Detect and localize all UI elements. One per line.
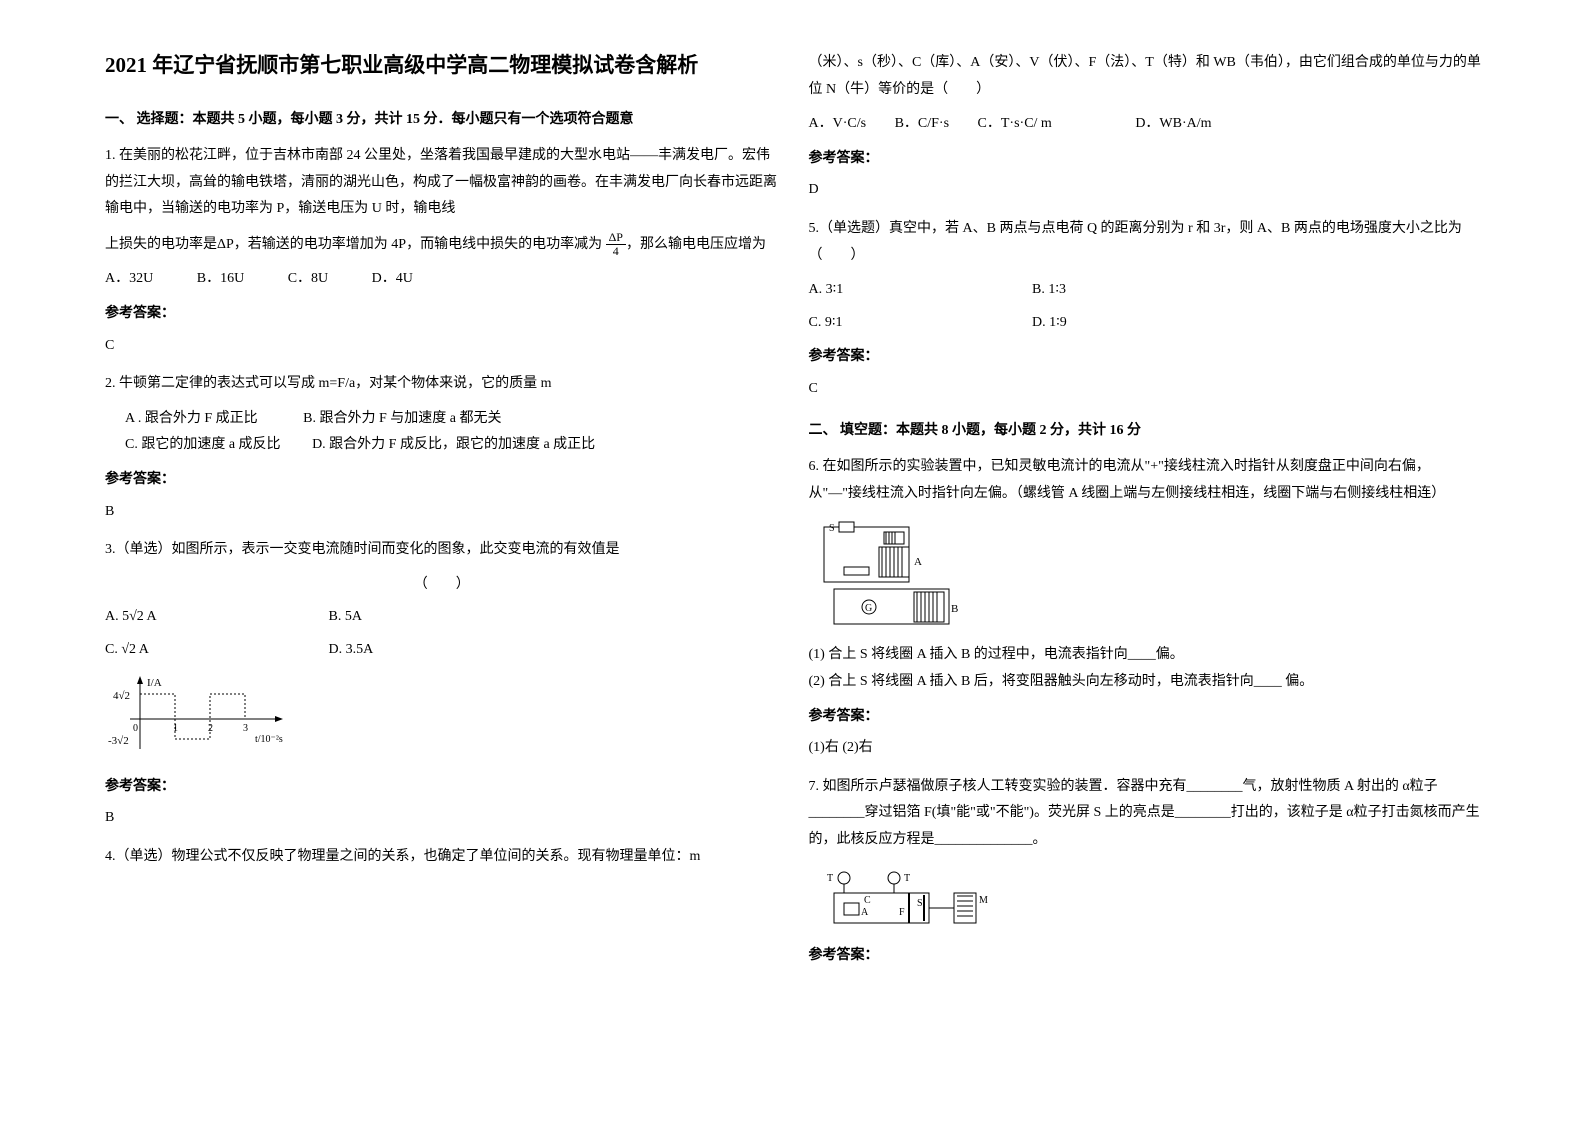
q6-sub2: (2) 合上 S 将线圈 A 插入 B 后，将变阻器触头向左移动时，电流表指针向…	[809, 669, 1483, 696]
q1-answer-label: 参考答案：	[105, 301, 779, 328]
q3-answer-label: 参考答案：	[105, 774, 779, 801]
q2-answer-label: 参考答案：	[105, 467, 779, 494]
q6-a-label: A	[914, 556, 922, 568]
q3-opts-cd: C. √2 A D. 3.5A	[105, 637, 779, 664]
q7-c-label: C	[864, 895, 871, 906]
q1-text2-pre: 上损失的电功率是	[105, 237, 217, 252]
q6-diagram-svg: S A G B	[809, 517, 989, 632]
q3-answer: B	[105, 805, 779, 832]
left-column: 2021 年辽宁省抚顺市第七职业高级中学高二物理模拟试卷含解析 一、 选择题：本…	[90, 50, 794, 1072]
q1-opt-a: A．32U	[105, 266, 153, 293]
q4-options: A．V·C/s B．C/F·s C．T·s·C/ m D．WB·A/m	[809, 111, 1483, 138]
q3-x2: 2	[208, 723, 213, 734]
question-4-cont: （米）、s（秒）、C（库）、A（安）、V（伏）、F（法）、T（特）和 WB（韦伯…	[809, 50, 1483, 103]
q4-opt-b: B．C/F·s	[895, 111, 949, 138]
q6-s-label: S	[829, 523, 835, 534]
q2-opt-c: C. 跟它的加速度 a 成反比	[125, 437, 281, 452]
q2-opt-a: A . 跟合外力 F 成正比	[125, 411, 258, 426]
q7-t2-label: T	[904, 873, 910, 884]
q3-graph: I/A 4√2 -3√2 0 1 2 3 t/10⁻²s	[105, 674, 779, 764]
q6-diagram: S A G B	[809, 517, 1483, 632]
section1-header: 一、 选择题：本题共 5 小题，每小题 3 分，共计 15 分．每小题只有一个选…	[105, 107, 779, 134]
q6-sub1: (1) 合上 S 将线圈 A 插入 B 的过程中，电流表指针向____偏。	[809, 642, 1483, 669]
q7-s-label: S	[917, 898, 923, 909]
q3-opt-a: A. 5√2 A	[105, 604, 285, 631]
q7-diagram: A F T T C S M	[809, 863, 1483, 933]
q2-opts-ab: A . 跟合外力 F 成正比 B. 跟合外力 F 与加速度 a 都无关	[105, 406, 779, 433]
document-title: 2021 年辽宁省抚顺市第七职业高级中学高二物理模拟试卷含解析	[105, 50, 779, 82]
q1-text2-mid: ，若输送的电功率增加为 4P，而输电线中损失的电功率减为	[234, 237, 606, 252]
q1-frac-den: 4	[606, 245, 626, 258]
section2-header: 二、 填空题：本题共 8 小题，每小题 2 分，共计 16 分	[809, 418, 1483, 445]
q1-frac-num: ΔP	[606, 231, 626, 245]
q5-answer: C	[809, 376, 1483, 403]
q4-opt-c: C．T·s·C/ m	[978, 111, 1052, 138]
q5-opts-cd: C. 9∶1 D. 1∶9	[809, 310, 1483, 337]
question-4: 4.（单选）物理公式不仅反映了物理量之间的关系，也确定了单位间的关系。现有物理量…	[105, 844, 779, 871]
q2-answer: B	[105, 499, 779, 526]
q3-xaxis-label: t/10⁻²s	[255, 734, 283, 745]
q3-opts-ab: A. 5√2 A B. 5A	[105, 604, 779, 631]
q5-opt-d: D. 1∶9	[1032, 310, 1067, 337]
q4-opt-d: D．WB·A/m	[1135, 111, 1211, 138]
q3-origin: 0	[133, 723, 138, 734]
q6-g-label: G	[865, 603, 872, 614]
question-6: 6. 在如图所示的实验装置中，已知灵敏电流计的电流从"+"接线柱流入时指针从刻度…	[809, 454, 1483, 507]
q5-answer-label: 参考答案：	[809, 344, 1483, 371]
q2-opts-cd: C. 跟它的加速度 a 成反比 D. 跟合外力 F 成反比，跟它的加速度 a 成…	[105, 432, 779, 459]
q3-yaxis-label: I/A	[147, 677, 162, 689]
q1-answer: C	[105, 333, 779, 360]
q1-opt-d: D．4U	[372, 266, 413, 293]
q1-text: 1. 在美丽的松花江畔，位于吉林市南部 24 公里处，坐落着我国最早建成的大型水…	[105, 148, 777, 216]
right-column: （米）、s（秒）、C（库）、A（安）、V（伏）、F（法）、T（特）和 WB（韦伯…	[794, 50, 1498, 1072]
q5-opts-ab: A. 3∶1 B. 1∶3	[809, 277, 1483, 304]
q6-answer-label: 参考答案：	[809, 704, 1483, 731]
q7-t1-label: T	[827, 873, 833, 884]
question-5: 5.（单选题）真空中，若 A、B 两点与点电荷 Q 的距离分别为 r 和 3r，…	[809, 216, 1483, 269]
q5-opt-b: B. 1∶3	[1032, 277, 1066, 304]
q7-diagram-svg: A F T T C S M	[809, 863, 1009, 933]
q1-text2-post: ，那么输电电压应增为	[626, 237, 766, 252]
q1-options: A．32U B．16U C．8U D．4U	[105, 266, 779, 293]
q3-x3: 3	[243, 723, 248, 734]
q1-fraction: ΔP 4	[606, 231, 626, 258]
q3-x1: 1	[173, 723, 178, 734]
question-1: 1. 在美丽的松花江畔，位于吉林市南部 24 公里处，坐落着我国最早建成的大型水…	[105, 143, 779, 223]
q7-a-label: A	[861, 907, 869, 918]
q4-opt-a: A．V·C/s	[809, 111, 867, 138]
question-1-line2: 上损失的电功率是ΔP，若输送的电功率增加为 4P，而输电线中损失的电功率减为 Δ…	[105, 231, 779, 259]
question-2: 2. 牛顿第二定律的表达式可以写成 m=F/a，对某个物体来说，它的质量 m	[105, 371, 779, 398]
q3-opt-d: D. 3.5A	[329, 637, 374, 664]
q3-opt-c: C. √2 A	[105, 637, 285, 664]
q1-opt-c: C．8U	[288, 266, 328, 293]
q4-answer: D	[809, 177, 1483, 204]
q7-m-label: M	[979, 895, 988, 906]
q7-f-label: F	[899, 907, 905, 918]
question-3: 3.（单选）如图所示，表示一交变电流随时间而变化的图象，此交变电流的有效值是	[105, 537, 779, 564]
q1-deltap: ΔP	[217, 237, 234, 252]
q6-b-label: B	[951, 603, 958, 615]
q2-opt-d: D. 跟合外力 F 成反比，跟它的加速度 a 成正比	[312, 437, 595, 452]
q2-opt-b: B. 跟合外力 F 与加速度 a 都无关	[303, 411, 501, 426]
q3-graph-svg: I/A 4√2 -3√2 0 1 2 3 t/10⁻²s	[105, 674, 305, 764]
q3-opt-b: B. 5A	[329, 604, 362, 631]
q3-y1: 4√2	[113, 690, 130, 702]
question-7: 7. 如图所示卢瑟福做原子核人工转变实验的装置．容器中充有________气，放…	[809, 774, 1483, 854]
q3-y2: -3√2	[108, 735, 129, 747]
q1-opt-b: B．16U	[197, 266, 244, 293]
q5-opt-a: A. 3∶1	[809, 277, 989, 304]
q4-answer-label: 参考答案：	[809, 146, 1483, 173]
q7-answer-label: 参考答案：	[809, 943, 1483, 970]
q6-answer: (1)右 (2)右	[809, 735, 1483, 762]
q3-bracket: （ ）	[105, 572, 779, 599]
q5-opt-c: C. 9∶1	[809, 310, 989, 337]
